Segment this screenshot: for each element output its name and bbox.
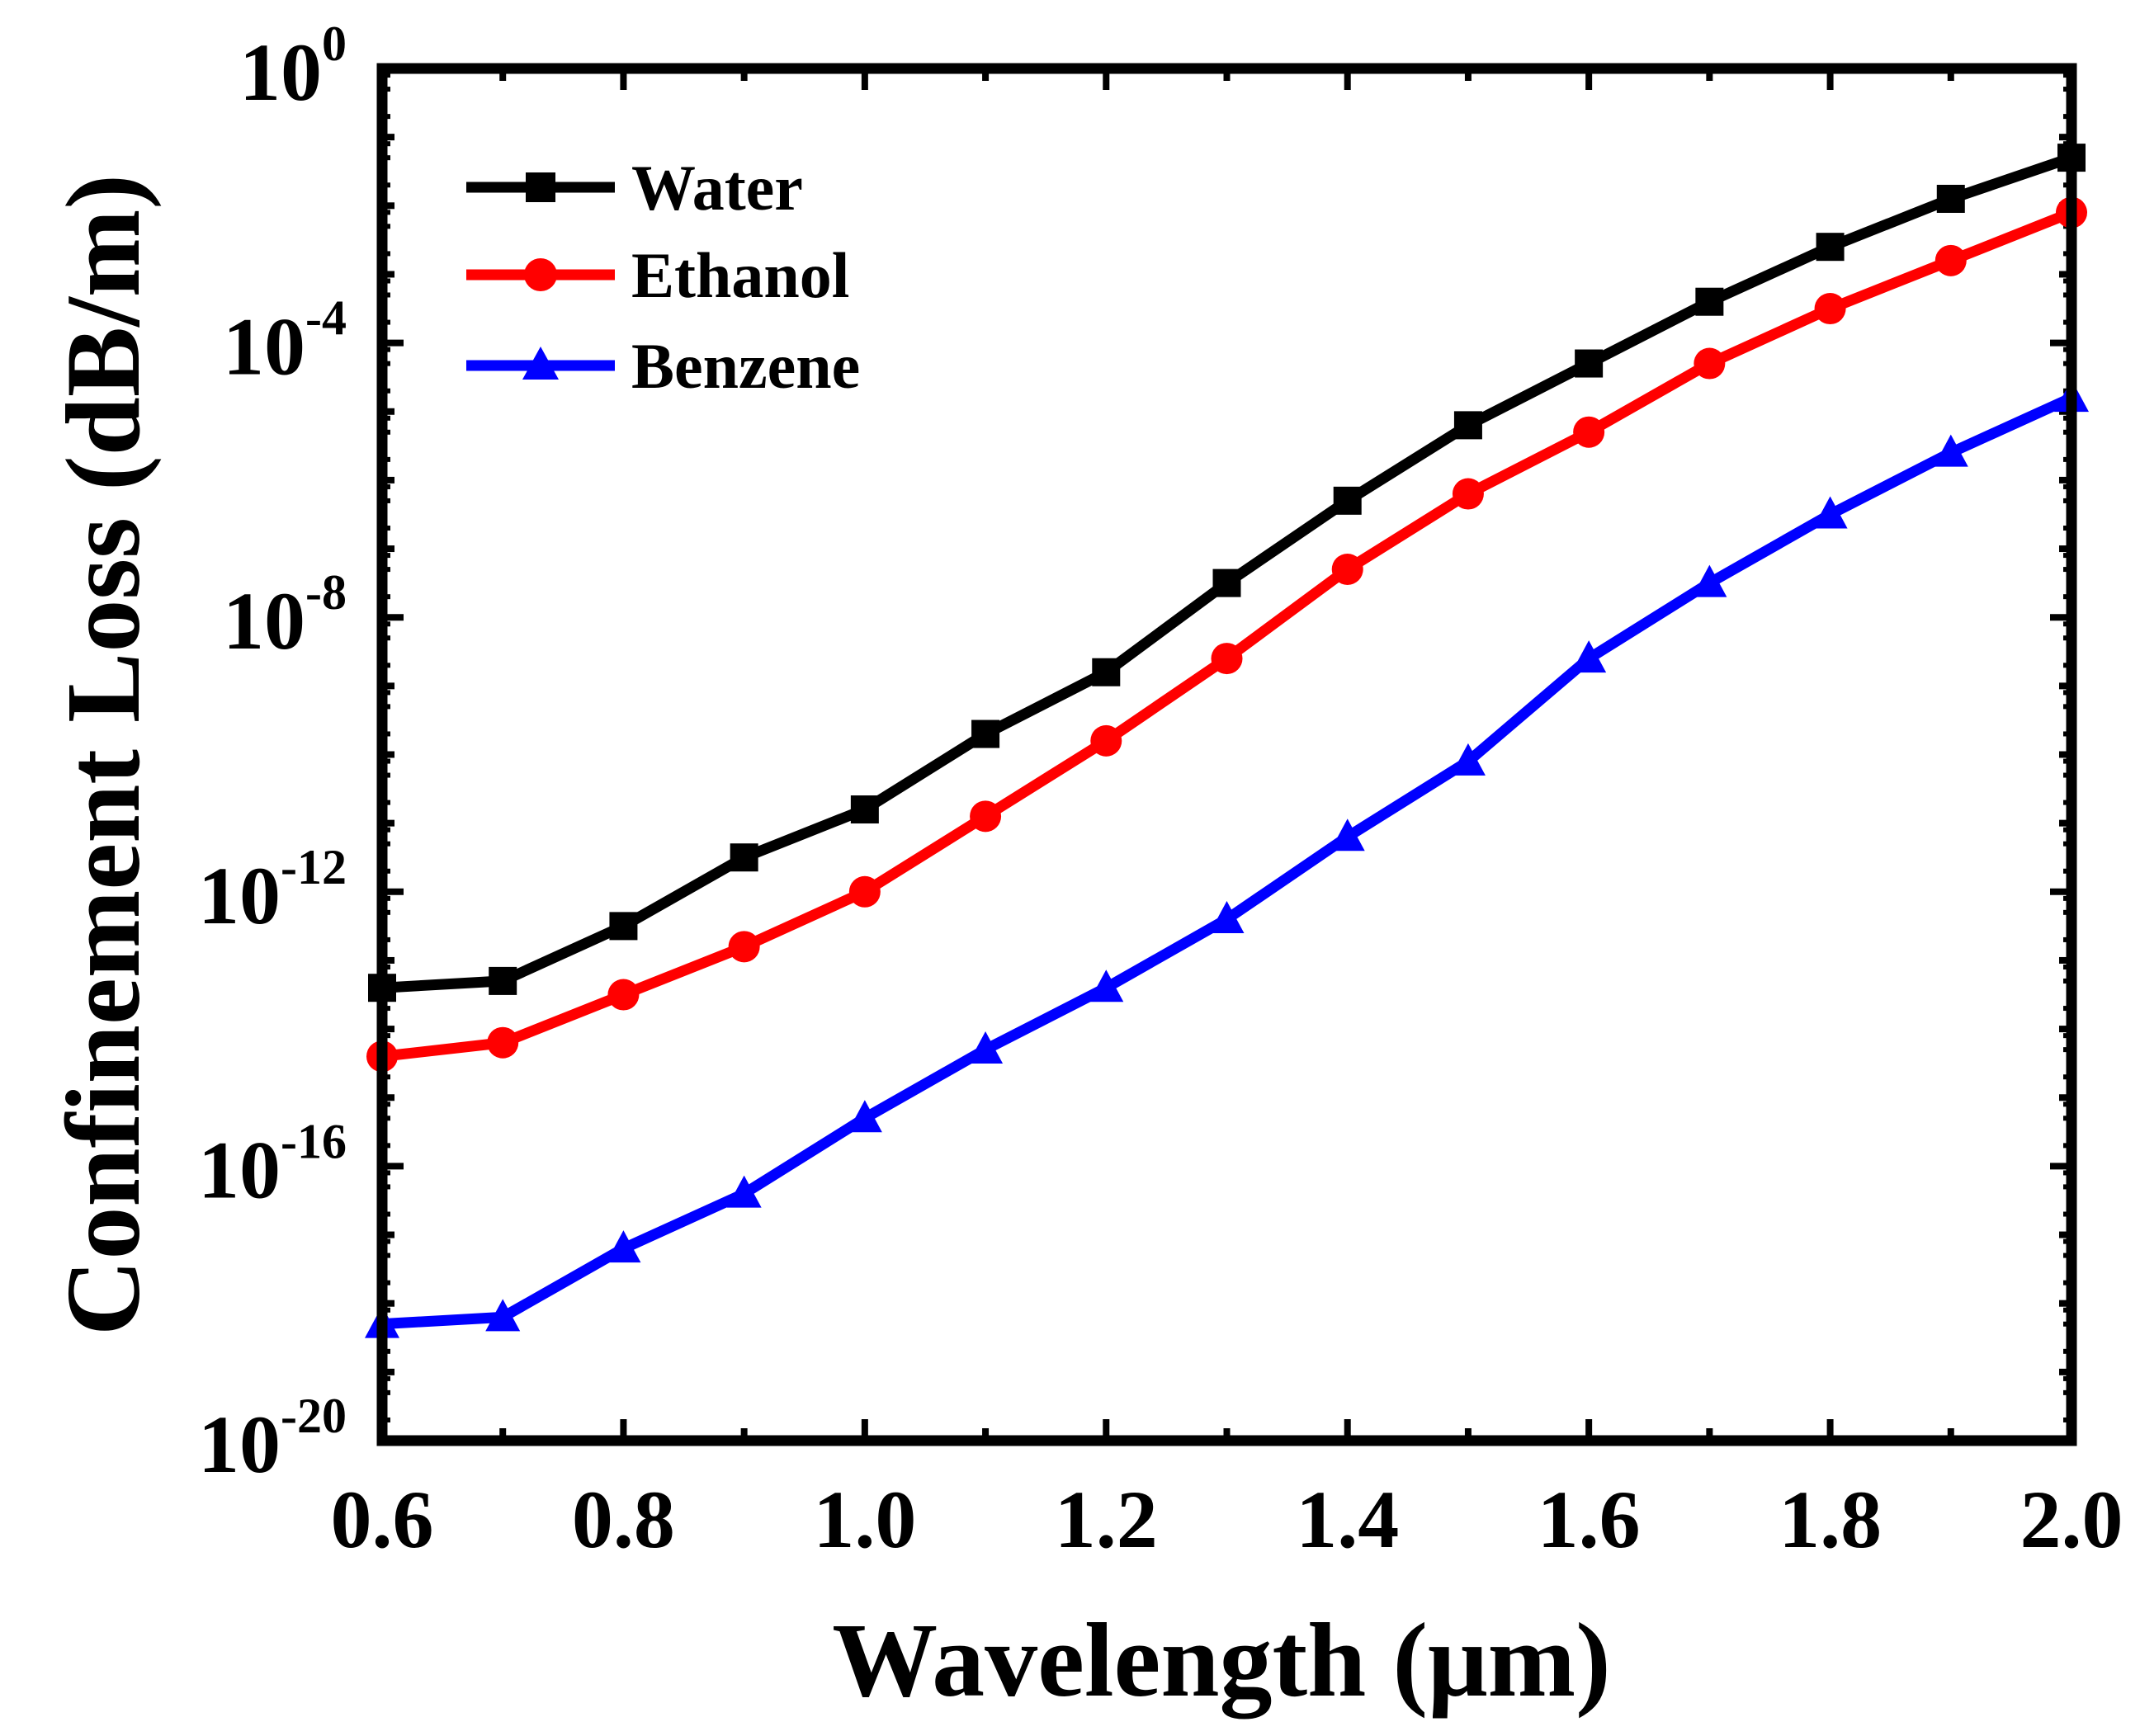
- data-point-ethanol: [1935, 244, 1967, 276]
- data-point-benzene: [1933, 434, 1968, 467]
- series-line-benzene: [381, 393, 2074, 1330]
- legend-marker-water: [526, 172, 555, 202]
- series-markers: [365, 144, 2089, 1338]
- data-point-ethanol: [487, 1026, 519, 1059]
- legend-label-benzene: Benzene: [631, 330, 860, 402]
- y-tick-label: 10-20: [198, 1389, 347, 1490]
- y-tick-label-exponent: 0: [322, 17, 347, 71]
- data-point-water: [1333, 486, 1362, 515]
- data-point-water: [1092, 658, 1121, 686]
- x-tick-labels: 0.6 0.8 1.0 1.2 1.4 1.6 1.8 2.0: [331, 1474, 2123, 1565]
- x-tick-label: 1.2: [1055, 1474, 1158, 1565]
- data-point-ethanol: [1331, 553, 1363, 585]
- data-point-water: [489, 966, 517, 995]
- y-tick-label: 10-4: [223, 291, 347, 393]
- data-point-water: [1936, 184, 1965, 213]
- y-tick-label: 10-16: [198, 1114, 347, 1215]
- data-point-ethanol: [1694, 347, 1726, 380]
- data-point-ethanol: [970, 800, 1002, 833]
- y-tick-label: 10-8: [223, 565, 347, 667]
- x-tick-label: 2.0: [2020, 1474, 2123, 1565]
- data-point-water: [1212, 568, 1241, 597]
- y-tick-label-exponent: -12: [281, 840, 347, 894]
- data-point-ethanol: [1211, 643, 1243, 675]
- data-point-ethanol: [1814, 293, 1846, 325]
- data-point-benzene: [606, 1230, 641, 1263]
- data-point-benzene: [1450, 743, 1486, 776]
- data-point-water: [1695, 287, 1724, 316]
- y-tick-label-exponent: -16: [281, 1114, 347, 1168]
- data-point-water: [850, 795, 879, 824]
- x-tick-label: 1.8: [1779, 1474, 1882, 1565]
- legend-label-water: Water: [631, 152, 803, 224]
- data-point-water: [1816, 233, 1845, 262]
- x-tick-label: 0.8: [572, 1474, 675, 1565]
- legend: Water Ethanol Benzene: [466, 152, 860, 402]
- data-point-ethanol: [1452, 478, 1484, 510]
- data-point-benzene: [1812, 496, 1848, 529]
- y-tick-label-base: 10: [239, 26, 322, 118]
- data-point-ethanol: [607, 979, 640, 1011]
- x-tick-label: 1.0: [813, 1474, 916, 1565]
- y-tick-label-base: 10: [223, 301, 305, 393]
- data-point-water: [971, 719, 1000, 748]
- legend-item-benzene: Benzene: [466, 330, 860, 402]
- legend-label-ethanol: Ethanol: [631, 239, 849, 311]
- y-tick-label-base: 10: [198, 850, 281, 941]
- legend-marker-benzene: [522, 347, 559, 380]
- data-point-benzene: [485, 1299, 521, 1332]
- legend-marker-ethanol: [524, 258, 557, 291]
- data-point-benzene: [847, 1100, 882, 1133]
- y-tick-label: 10-12: [198, 840, 347, 941]
- legend-item-water: Water: [466, 152, 803, 224]
- y-tick-label-base: 10: [198, 1124, 281, 1215]
- data-point-benzene: [1209, 901, 1245, 934]
- x-tick-label: 1.6: [1538, 1474, 1641, 1565]
- data-point-benzene: [726, 1175, 762, 1208]
- y-tick-label-exponent: -4: [305, 291, 347, 346]
- data-point-ethanol: [1090, 724, 1122, 757]
- y-tick-label: 100: [239, 17, 347, 118]
- data-point-benzene: [1089, 969, 1124, 1002]
- y-tick-label-base: 10: [198, 1399, 281, 1490]
- x-tick-label: 0.6: [331, 1474, 434, 1565]
- y-tick-label-base: 10: [223, 575, 305, 667]
- data-point-benzene: [1330, 818, 1365, 851]
- y-tick-label-exponent: -8: [305, 565, 347, 620]
- x-axis-title: Wavelength (μm): [832, 1602, 1611, 1719]
- y-tick-label-exponent: -20: [281, 1389, 347, 1443]
- plot-frame: [376, 63, 2077, 1446]
- data-point-benzene: [1571, 640, 1607, 673]
- data-point-ethanol: [728, 931, 760, 963]
- data-point-benzene: [1692, 564, 1727, 597]
- legend-item-ethanol: Ethanol: [466, 239, 849, 311]
- data-point-water: [730, 843, 758, 872]
- y-axis-title: Confinement Loss (dB/m): [45, 174, 162, 1336]
- data-point-ethanol: [848, 875, 881, 908]
- x-tick-label: 1.4: [1296, 1474, 1399, 1565]
- data-point-water: [1453, 411, 1482, 440]
- data-point-water: [1575, 349, 1604, 378]
- data-point-water: [609, 912, 638, 941]
- data-point-ethanol: [1573, 416, 1605, 448]
- data-point-benzene: [968, 1031, 1004, 1064]
